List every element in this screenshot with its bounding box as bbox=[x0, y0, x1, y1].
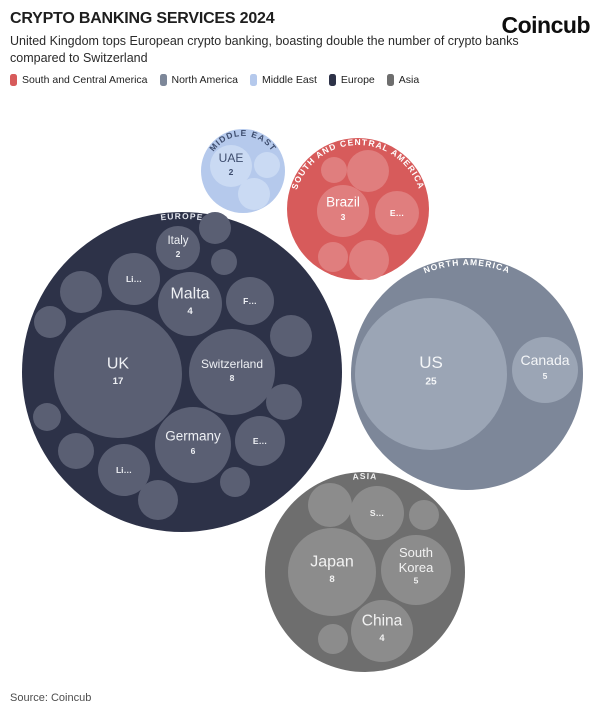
legend-swatch-europe bbox=[328, 74, 336, 86]
bubble-south-and-central-america-unlabeled[interactable] bbox=[349, 240, 389, 280]
source-note: Source: Coincub bbox=[10, 692, 92, 704]
cluster-europe: EUROPE UK 17 Switzerland 8 Germany 6 Malta 4 Ital… bbox=[22, 211, 342, 532]
bubble-canada[interactable] bbox=[512, 337, 578, 403]
legend-label: Middle East bbox=[262, 74, 317, 86]
bubble-label-japan: Japan 8 bbox=[310, 553, 354, 585]
bubble-label-li: Li… bbox=[126, 274, 142, 284]
bubble-europe-unlabeled[interactable] bbox=[199, 212, 231, 244]
legend-swatch-middle-east bbox=[250, 74, 258, 86]
bubble-middle-east-unlabeled[interactable] bbox=[254, 152, 280, 178]
legend: South and Central America North America Mi… bbox=[10, 74, 419, 86]
bubble-e[interactable] bbox=[235, 416, 285, 466]
legend-label: Europe bbox=[340, 74, 375, 86]
bubble-label-canada: Canada 5 bbox=[520, 352, 569, 381]
legend-swatch-north-america bbox=[159, 74, 167, 86]
bubble-south-and-central-america-unlabeled[interactable] bbox=[347, 150, 389, 192]
cluster-asia: ASIA Japan 8 South Korea 5 China 4 S… bbox=[265, 471, 465, 672]
bubble-uae[interactable] bbox=[210, 145, 252, 187]
bubble-switzerland[interactable] bbox=[189, 329, 275, 415]
bubble-europe-unlabeled[interactable] bbox=[270, 315, 312, 357]
bubble-s[interactable] bbox=[350, 486, 404, 540]
legend-item-south-and-central-america[interactable]: South and Central America bbox=[10, 74, 148, 86]
legend-item-north-america[interactable]: North America bbox=[159, 74, 239, 86]
bubble-label-south-korea: South Korea 5 bbox=[399, 545, 434, 585]
bubble-label-china: China 4 bbox=[362, 613, 403, 643]
subtitle-line-2: compared to Switzerland bbox=[10, 51, 148, 65]
legend-item-asia[interactable]: Asia bbox=[386, 74, 420, 86]
bubble-europe-unlabeled[interactable] bbox=[266, 384, 302, 420]
bubble-italy[interactable] bbox=[156, 226, 200, 270]
bubble-south-korea[interactable] bbox=[381, 535, 451, 605]
bubble-malta[interactable] bbox=[158, 272, 222, 336]
bubble-label-li: Li… bbox=[116, 465, 132, 475]
region-label-asia: ASIA bbox=[352, 471, 378, 482]
bubble-germany[interactable] bbox=[155, 407, 231, 483]
legend-swatch-asia bbox=[386, 74, 394, 86]
subtitle: United Kingdom tops European crypto bank… bbox=[10, 33, 519, 67]
bubble-label-uae: UAE 2 bbox=[219, 151, 244, 177]
bubble-e[interactable] bbox=[375, 191, 419, 235]
bubble-europe-unlabeled[interactable] bbox=[211, 249, 237, 275]
bubble-li[interactable] bbox=[98, 444, 150, 496]
bubble-label-germany: Germany 6 bbox=[165, 428, 221, 456]
bubble-label-switzerland: Switzerland 8 bbox=[201, 357, 263, 383]
bubble-south-and-central-america-unlabeled[interactable] bbox=[318, 242, 348, 272]
bubble-label-uk: UK 17 bbox=[107, 355, 130, 387]
bubble-asia-unlabeled[interactable] bbox=[308, 483, 352, 527]
subtitle-line-1: United Kingdom tops European crypto bank… bbox=[10, 34, 519, 48]
legend-item-middle-east[interactable]: Middle East bbox=[250, 74, 317, 86]
bubble-asia-unlabeled[interactable] bbox=[409, 500, 439, 530]
legend-swatch-south-and-central-america bbox=[10, 74, 17, 86]
bubble-china[interactable] bbox=[351, 600, 413, 662]
legend-label: Asia bbox=[398, 74, 420, 86]
bubble-europe-unlabeled[interactable] bbox=[60, 271, 102, 313]
bubble-label-us: US 25 bbox=[419, 353, 443, 388]
bubble-europe-unlabeled[interactable] bbox=[58, 433, 94, 469]
bubble-europe-unlabeled[interactable] bbox=[34, 306, 66, 338]
bubble-brazil[interactable] bbox=[317, 185, 369, 237]
bubble-uk[interactable] bbox=[54, 310, 182, 438]
bubble-asia-unlabeled[interactable] bbox=[318, 624, 348, 654]
bubble-south-and-central-america-unlabeled[interactable] bbox=[321, 157, 347, 183]
bubble-f[interactable] bbox=[226, 277, 274, 325]
coincub-logo: Coincub bbox=[501, 12, 591, 38]
bubble-label-brazil: Brazil 3 bbox=[326, 194, 360, 222]
page-title: CRYPTO BANKING SERVICES 2024 bbox=[10, 10, 275, 27]
legend-label: North America bbox=[171, 74, 239, 86]
bubble-middle-east-unlabeled[interactable] bbox=[238, 178, 270, 210]
bubble-europe-unlabeled[interactable] bbox=[33, 403, 61, 431]
bubble-label-e: E… bbox=[253, 436, 267, 446]
bubble-label-malta: Malta 4 bbox=[170, 285, 209, 317]
bubble-label-italy: Italy 2 bbox=[167, 235, 188, 259]
bubble-us[interactable] bbox=[355, 298, 507, 450]
legend-label: South and Central America bbox=[22, 74, 148, 86]
bubble-europe-unlabeled[interactable] bbox=[138, 480, 178, 520]
legend-item-europe[interactable]: Europe bbox=[328, 74, 375, 86]
bubble-li[interactable] bbox=[108, 253, 160, 305]
bubble-japan[interactable] bbox=[288, 528, 376, 616]
bubble-europe-unlabeled[interactable] bbox=[220, 467, 250, 497]
bubble-label-e: E… bbox=[390, 208, 404, 218]
region-label-europe: EUROPE bbox=[160, 211, 204, 222]
bubble-label-s: S… bbox=[370, 508, 384, 518]
bubble-label-f: F… bbox=[243, 296, 257, 306]
